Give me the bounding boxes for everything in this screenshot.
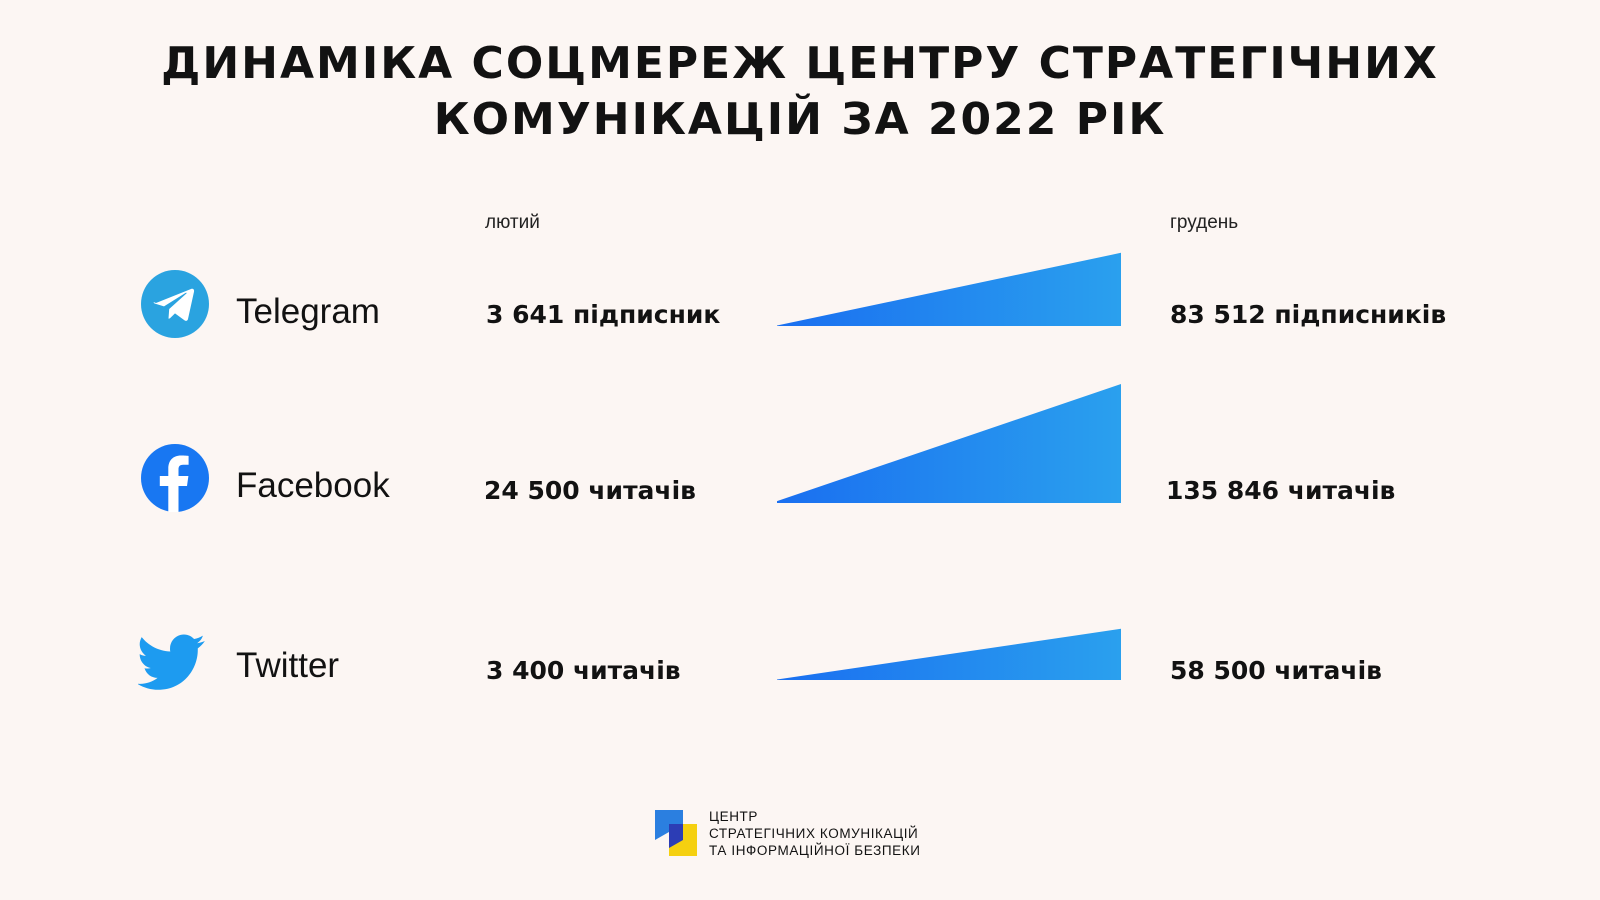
page-title: ДИНАМІКА СОЦМЕРЕЖ ЦЕНТРУ СТРАТЕГІЧНИХ КО… xyxy=(0,36,1600,148)
growth-wedge-telegram xyxy=(777,252,1121,326)
growth-wedge-twitter xyxy=(777,628,1121,680)
organization-name-line-1: ЦЕНТР xyxy=(709,809,758,824)
organization-logo-icon xyxy=(655,810,697,856)
platform-name-twitter: Twitter xyxy=(236,646,340,685)
growth-wedge-facebook xyxy=(777,384,1121,503)
footer-organization: ЦЕНТР СТРАТЕГІЧНИХ КОМУНІКАЦІЙ ТА ІНФОРМ… xyxy=(655,808,955,860)
platform-name-telegram: Telegram xyxy=(236,292,380,331)
organization-name-line-3: ТА ІНФОРМАЦІЙНОЇ БЕЗПЕКИ xyxy=(709,843,921,858)
twitter-start-value: 3 400 читачів xyxy=(486,656,681,685)
telegram-end-value: 83 512 підписників xyxy=(1170,300,1447,329)
twitter-icon xyxy=(138,634,205,690)
telegram-icon xyxy=(141,270,209,338)
facebook-end-value: 135 846 читачів xyxy=(1166,476,1396,505)
organization-name: ЦЕНТР СТРАТЕГІЧНИХ КОМУНІКАЦІЙ ТА ІНФОРМ… xyxy=(709,808,921,859)
telegram-start-value: 3 641 підписник xyxy=(486,300,721,329)
title-line-1: ДИНАМІКА СОЦМЕРЕЖ ЦЕНТРУ СТРАТЕГІЧНИХ xyxy=(161,38,1439,89)
column-label-end: грудень xyxy=(1170,212,1239,233)
organization-name-line-2: СТРАТЕГІЧНИХ КОМУНІКАЦІЙ xyxy=(709,826,919,841)
title-line-2: КОМУНІКАЦІЙ ЗА 2022 РІК xyxy=(433,94,1167,145)
twitter-end-value: 58 500 читачів xyxy=(1170,656,1382,685)
platform-name-facebook: Facebook xyxy=(236,466,390,505)
facebook-icon xyxy=(141,444,209,512)
column-label-start: лютий xyxy=(485,212,540,233)
facebook-start-value: 24 500 читачів xyxy=(484,476,696,505)
